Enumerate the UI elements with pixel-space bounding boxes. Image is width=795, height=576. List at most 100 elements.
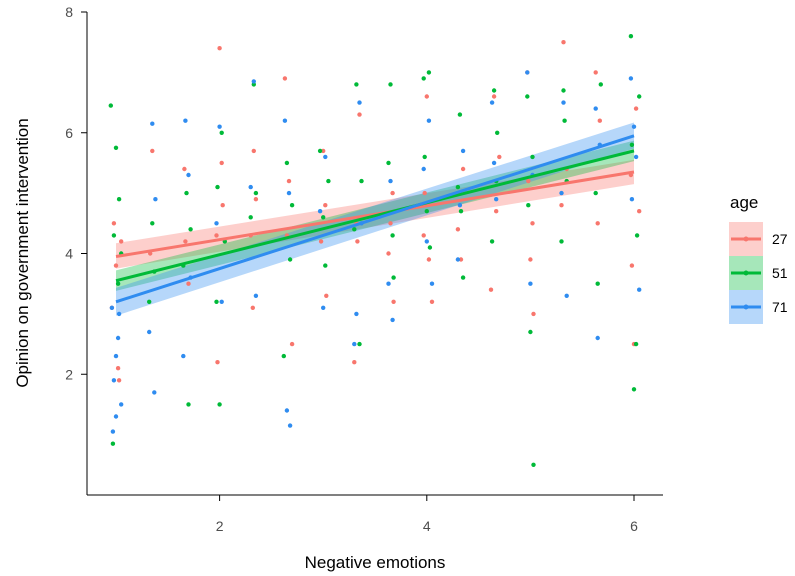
data-point-71 xyxy=(525,70,530,75)
y-tick-label: 8 xyxy=(65,4,73,20)
data-point-71 xyxy=(253,293,259,298)
data-point-51 xyxy=(531,462,536,467)
data-point-71 xyxy=(424,239,429,244)
data-point-51 xyxy=(427,245,433,250)
data-point-51 xyxy=(284,160,290,166)
data-point-71 xyxy=(186,172,191,178)
data-point-71 xyxy=(357,100,362,105)
data-point-27 xyxy=(530,221,535,226)
data-point-27 xyxy=(629,263,635,268)
data-point-51 xyxy=(562,118,567,123)
data-point-51 xyxy=(526,203,531,208)
data-point-51 xyxy=(528,329,533,335)
data-point-27 xyxy=(494,209,499,214)
data-point-71 xyxy=(323,154,328,160)
y-axis-title: Opinion on government intervention xyxy=(13,118,32,387)
data-point-27 xyxy=(323,203,328,208)
legend-label-51: 51 xyxy=(772,265,788,281)
legend-title: age xyxy=(730,193,758,212)
data-point-51 xyxy=(352,227,357,232)
data-point-51 xyxy=(388,82,393,87)
data-point-51 xyxy=(386,160,391,166)
data-point-71 xyxy=(317,209,323,214)
data-point-27 xyxy=(633,106,639,111)
data-point-51 xyxy=(113,145,119,150)
data-point-27 xyxy=(182,166,187,172)
data-point-71 xyxy=(354,311,359,317)
data-point-51 xyxy=(390,233,395,238)
data-point-27 xyxy=(357,112,362,117)
data-point-27 xyxy=(559,203,564,208)
data-point-27 xyxy=(421,233,426,238)
data-point-51 xyxy=(215,184,220,190)
data-point-51 xyxy=(426,70,432,75)
data-point-27 xyxy=(220,203,225,208)
data-point-51 xyxy=(287,257,293,262)
data-point-71 xyxy=(629,197,635,202)
data-point-51 xyxy=(359,178,364,184)
data-point-51 xyxy=(633,341,639,347)
data-point-71 xyxy=(489,100,495,105)
data-point-51 xyxy=(491,88,497,93)
regression-lines xyxy=(115,134,635,304)
data-point-27 xyxy=(424,94,429,99)
data-point-51 xyxy=(421,76,426,81)
data-point-71 xyxy=(214,221,219,226)
data-point-27 xyxy=(526,178,531,184)
data-point-27 xyxy=(186,281,191,286)
data-point-51 xyxy=(289,203,295,208)
data-point-51 xyxy=(115,281,121,286)
x-tick-label: 6 xyxy=(630,518,638,534)
data-point-27 xyxy=(115,366,121,371)
data-point-71 xyxy=(113,353,119,359)
data-point-71 xyxy=(494,197,499,202)
data-point-51 xyxy=(458,209,464,214)
data-point-51 xyxy=(116,197,122,202)
data-point-27 xyxy=(637,209,642,214)
data-point-27 xyxy=(113,263,119,268)
data-point-27 xyxy=(318,239,324,244)
data-point-27 xyxy=(282,76,288,81)
data-point-27 xyxy=(455,227,461,232)
data-point-71 xyxy=(429,281,435,286)
data-point-51 xyxy=(489,239,495,244)
data-point-51 xyxy=(593,190,598,196)
data-point-71 xyxy=(421,166,426,172)
data-point-51 xyxy=(281,353,286,359)
data-point-51 xyxy=(422,154,427,160)
data-point-71 xyxy=(248,184,253,190)
y-tick-label: 6 xyxy=(65,125,73,141)
data-point-27 xyxy=(253,197,259,202)
data-point-27 xyxy=(183,239,188,244)
data-point-71 xyxy=(109,305,115,310)
data-point-51 xyxy=(495,130,500,135)
data-point-27 xyxy=(217,46,222,51)
data-point-71 xyxy=(284,408,290,413)
data-point-51 xyxy=(150,221,155,226)
data-point-51 xyxy=(455,184,461,190)
data-point-71 xyxy=(219,299,224,304)
data-point-71 xyxy=(637,287,642,292)
data-point-71 xyxy=(110,429,116,434)
data-point-51 xyxy=(457,112,463,117)
y-ticks: 2 4 6 8 xyxy=(65,4,87,382)
data-point-71 xyxy=(147,329,152,335)
data-point-27 xyxy=(150,148,155,154)
fit-line-51 xyxy=(115,149,635,283)
data-point-27 xyxy=(116,378,122,383)
data-point-71 xyxy=(181,353,186,359)
data-point-27 xyxy=(251,148,256,154)
data-point-51 xyxy=(186,402,191,407)
data-point-71 xyxy=(251,79,256,84)
data-point-51 xyxy=(631,387,637,392)
data-point-71 xyxy=(217,124,222,129)
y-tick-label: 2 xyxy=(65,366,73,382)
data-point-71 xyxy=(564,293,569,298)
data-point-27 xyxy=(488,287,494,292)
data-point-51 xyxy=(357,341,362,347)
data-point-51 xyxy=(108,103,114,108)
data-point-51 xyxy=(326,178,331,184)
data-point-27 xyxy=(324,293,329,298)
data-point-71 xyxy=(388,178,393,184)
data-point-51 xyxy=(559,239,564,244)
